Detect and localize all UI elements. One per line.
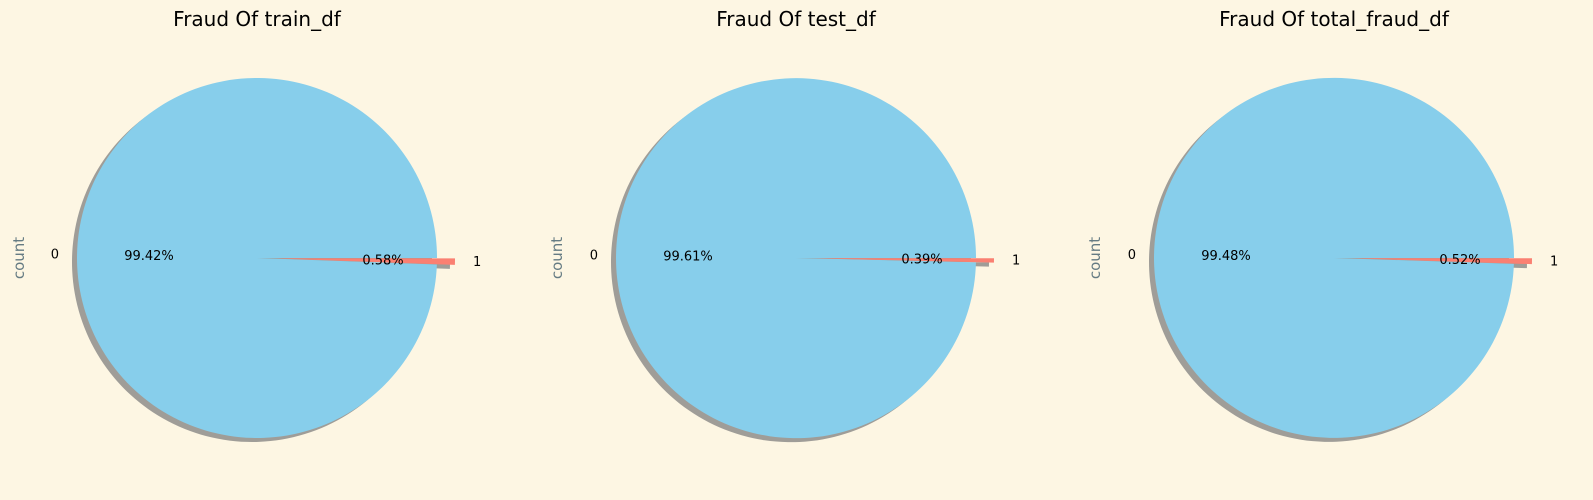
slice-percent-label: 0.58% bbox=[362, 253, 403, 268]
chart-title: Fraud Of total_fraud_df bbox=[1219, 7, 1450, 31]
chart-title: Fraud Of test_df bbox=[716, 7, 877, 31]
pie-slice-1 bbox=[274, 258, 455, 265]
pie-chart-total: Fraud Of total_fraud_df count 0 99.48% 1 0.… bbox=[1086, 7, 1558, 442]
pie-slice-1 bbox=[813, 258, 994, 263]
y-axis-label: count bbox=[10, 237, 28, 279]
slice-percent-label: 99.61% bbox=[663, 250, 713, 265]
slice-category-label: 0 bbox=[51, 247, 59, 262]
pie-plot: 0 99.48% 1 0.52% bbox=[1128, 77, 1558, 442]
pie-chart-test: Fraud Of test_df count 0 99.61% 1 0.39% bbox=[548, 7, 1020, 443]
slice-percent-label: 0.52% bbox=[1439, 253, 1480, 268]
pie-plot: 0 99.42% 1 0.58% bbox=[51, 77, 481, 442]
pie-chart-train: Fraud Of train_df count 0 99.42% 1 0.58% bbox=[10, 7, 481, 442]
slice-percent-label: 99.48% bbox=[1201, 249, 1251, 264]
slice-percent-label: 0.39% bbox=[901, 253, 942, 268]
pie-slice-1 bbox=[1351, 258, 1532, 265]
slice-category-label: 0 bbox=[590, 249, 598, 264]
slice-category-label: 1 bbox=[1550, 255, 1558, 270]
slice-category-label: 1 bbox=[473, 255, 481, 270]
slice-category-label: 1 bbox=[1012, 254, 1020, 269]
y-axis-label: count bbox=[1086, 237, 1104, 279]
pie-plot: 0 99.61% 1 0.39% bbox=[590, 78, 1020, 443]
chart-title: Fraud Of train_df bbox=[173, 7, 342, 31]
y-axis-label: count bbox=[548, 237, 566, 279]
pie-slice-0 bbox=[1154, 77, 1514, 438]
pie-slice-0 bbox=[76, 77, 438, 438]
slice-percent-label: 99.42% bbox=[124, 249, 174, 264]
slice-category-label: 0 bbox=[1128, 248, 1136, 263]
pie-slice-0 bbox=[616, 78, 976, 439]
